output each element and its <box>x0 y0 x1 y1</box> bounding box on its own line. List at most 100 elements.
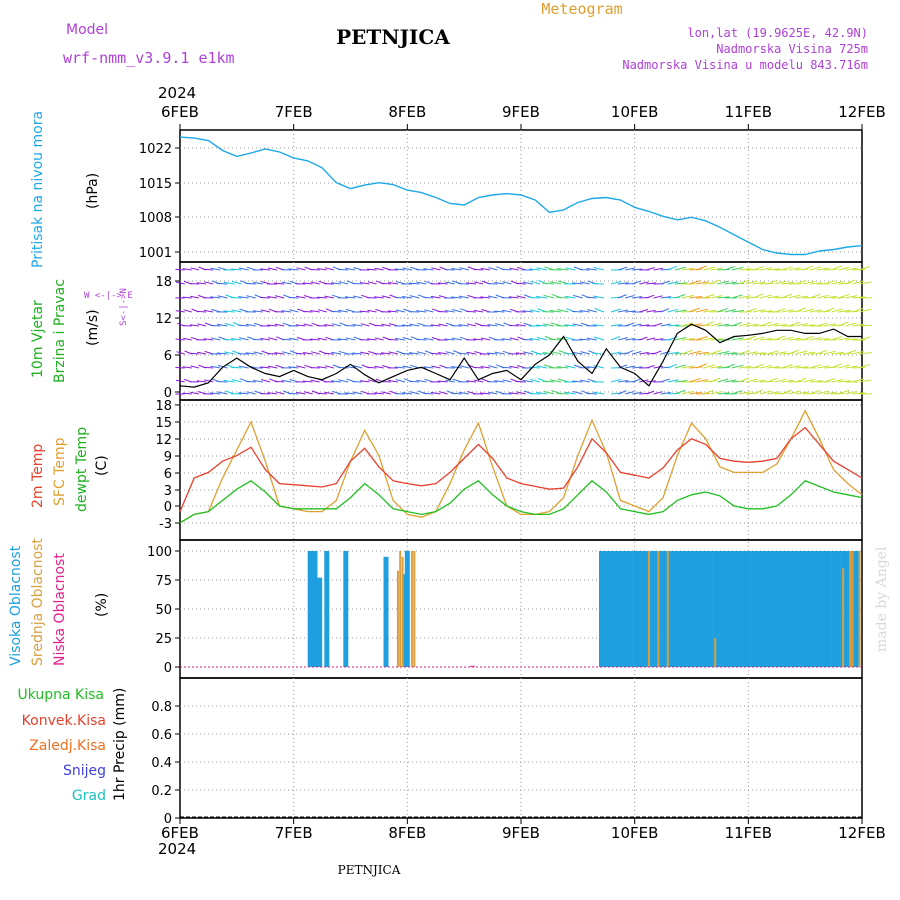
wind-vector <box>267 267 278 271</box>
wind-vector <box>395 379 406 383</box>
cloud-bar-0 <box>797 551 803 667</box>
wind-vector <box>466 310 477 313</box>
wind-vector <box>802 265 813 271</box>
wind-ytick-label: 18 <box>155 275 172 290</box>
wind-vector <box>275 295 285 299</box>
wind-vector <box>760 365 773 369</box>
wind-vector <box>859 352 872 355</box>
wind-vector <box>738 350 750 355</box>
wind-vector <box>653 350 662 355</box>
wind-vector <box>238 296 249 299</box>
wind-vector <box>175 310 185 313</box>
wind-vector <box>438 323 448 327</box>
wind-vector <box>295 295 306 299</box>
wind-vector <box>402 296 413 299</box>
wind-vector <box>767 279 778 285</box>
wind-vector <box>360 323 370 327</box>
wind-vector <box>367 309 377 313</box>
wind-vector <box>316 392 327 395</box>
temp-ytick-label: 12 <box>155 433 172 448</box>
wind-vector <box>337 309 349 313</box>
wind-vector <box>324 267 335 271</box>
wind-vector <box>579 281 590 285</box>
precip-grad-label: Grad <box>72 788 106 804</box>
wind-vector <box>831 308 844 313</box>
wind-vector <box>542 380 555 383</box>
wind-vector <box>852 268 866 271</box>
wind-vector <box>260 268 271 271</box>
model-altitude-label: Nadmorska Visina u modelu 843.716m <box>622 58 868 72</box>
wind-vector <box>367 379 377 383</box>
wind-vector <box>610 336 621 341</box>
pressure-ytick-label: 1001 <box>139 246 172 261</box>
wind-vector <box>317 366 327 369</box>
wind-vector <box>352 352 363 355</box>
wind-vector <box>816 294 829 299</box>
wind-vector <box>838 321 849 327</box>
precip-ytick-label: 0 <box>164 812 172 827</box>
wind-vector <box>745 367 759 369</box>
date-label-top: 12FEB <box>838 103 885 121</box>
wind-vector <box>480 296 491 299</box>
cloud-bar-0 <box>670 551 676 667</box>
wind-vector <box>430 352 441 355</box>
wind-vector <box>838 352 852 355</box>
wind-vector <box>176 351 185 355</box>
wind-vector <box>753 324 766 327</box>
wind-vector <box>703 266 716 271</box>
wind-vector <box>374 337 384 341</box>
wind-vector <box>309 367 320 369</box>
wind-vector <box>752 266 764 271</box>
wind-vector <box>444 269 455 271</box>
wind-vector <box>639 309 649 313</box>
wind-vector <box>217 391 228 395</box>
temp-ytick-label: 0 <box>164 500 172 515</box>
wind-vector <box>760 267 773 271</box>
cloud-bar-1 <box>413 551 416 667</box>
wind-vector <box>618 309 629 313</box>
model-name: wrf-nmm_v3.9.1 e1km <box>63 49 235 67</box>
wind-vector <box>450 296 462 299</box>
wind-vector <box>838 294 850 299</box>
wind-vector <box>653 338 664 341</box>
temp-ytick-label: 9 <box>164 450 172 465</box>
wind-vector <box>696 363 707 369</box>
wind-vector <box>295 352 306 355</box>
cloud-bar-0 <box>307 551 313 667</box>
cloud-bar-0 <box>826 551 832 667</box>
wind-compass-ns: S<-|->N <box>119 288 129 326</box>
wind-vector <box>281 338 292 341</box>
wind-vector <box>224 351 235 355</box>
wind-vector <box>480 392 491 395</box>
wind-vector <box>210 337 221 341</box>
wind-vector <box>281 281 292 285</box>
pressure-label: Pritisak na nivou mora <box>30 111 46 268</box>
wind-vector <box>246 295 256 299</box>
wind-vector <box>549 379 562 383</box>
wind-vector <box>317 337 327 341</box>
cloud-bar-1 <box>714 638 717 667</box>
wind-vector <box>522 351 533 355</box>
wind-vector <box>760 380 773 383</box>
wind-vector <box>203 366 214 369</box>
wind-vector <box>445 281 455 285</box>
wind-vector <box>617 266 628 271</box>
cloud-bar-1 <box>647 551 650 667</box>
wind-vector <box>210 392 221 395</box>
cloud-bar-0 <box>317 577 323 667</box>
wind-vector <box>522 281 533 285</box>
wind-vector <box>274 352 285 355</box>
wind-vector <box>549 309 562 313</box>
wind-vector <box>738 365 752 369</box>
sfctemp-label: SFC Temp <box>52 437 68 506</box>
wind-vector <box>543 323 555 327</box>
wind-vector <box>816 365 830 369</box>
cloud-bar-0 <box>726 551 732 667</box>
wind-vector <box>204 379 214 383</box>
wind-vector <box>190 267 200 271</box>
wind-vector <box>530 280 541 285</box>
wind-vector <box>774 296 788 299</box>
wind-vector <box>646 365 655 369</box>
wind-vector <box>238 337 249 341</box>
